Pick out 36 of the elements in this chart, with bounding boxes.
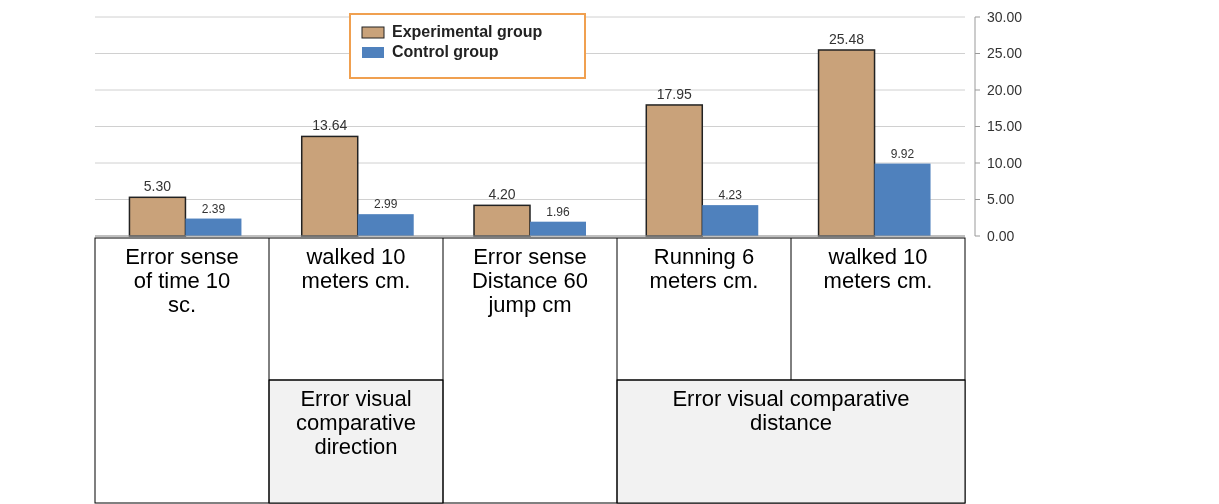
data-label: 1.96 (546, 204, 570, 219)
x-tick-label: Error sense of time 10 sc. (125, 244, 239, 317)
text: Error visual comparative direction (296, 386, 416, 459)
bar (645, 104, 704, 237)
y-tick-label: 10.00 (987, 154, 1023, 171)
y-tick-label: 30.00 (987, 8, 1023, 25)
legend-label: Control group (392, 43, 499, 60)
data-label: 9.92 (890, 146, 915, 161)
data-label: 17.95 (656, 85, 693, 102)
data-label: 13.64 (312, 117, 348, 134)
bar (702, 205, 759, 236)
x-tick-label: Error sense Distance 60 jump cm (471, 244, 589, 317)
bar (530, 221, 586, 236)
data-label: 2.39 (201, 201, 226, 216)
bar (874, 163, 931, 236)
bar (128, 196, 187, 237)
y-tick-label: 0.00 (987, 227, 1015, 244)
bar (357, 214, 414, 236)
x-tick-label: walked 10 meters cm. (301, 244, 411, 293)
y-tick-label: 5.00 (987, 191, 1015, 208)
data-label: 4.20 (488, 186, 516, 203)
bar (817, 49, 876, 237)
x-tick-label: Running 6 meters cm. (649, 244, 759, 293)
text: Error visual comparative distance (672, 386, 910, 435)
y-tick-label: 15.00 (987, 118, 1023, 135)
data-label: 25.48 (829, 31, 865, 47)
bar (185, 218, 242, 236)
data-label: 5.30 (143, 178, 172, 195)
data-label: 2.99 (374, 197, 398, 212)
data-label: 4.23 (718, 188, 743, 203)
y-tick-label: 20.00 (987, 81, 1023, 98)
legend-label: Experimental group (392, 23, 543, 40)
bar (473, 204, 531, 237)
y-tick-label: 25.00 (987, 45, 1023, 62)
bar (300, 135, 359, 237)
x-tick-label: walked 10 meters cm. (823, 244, 933, 293)
